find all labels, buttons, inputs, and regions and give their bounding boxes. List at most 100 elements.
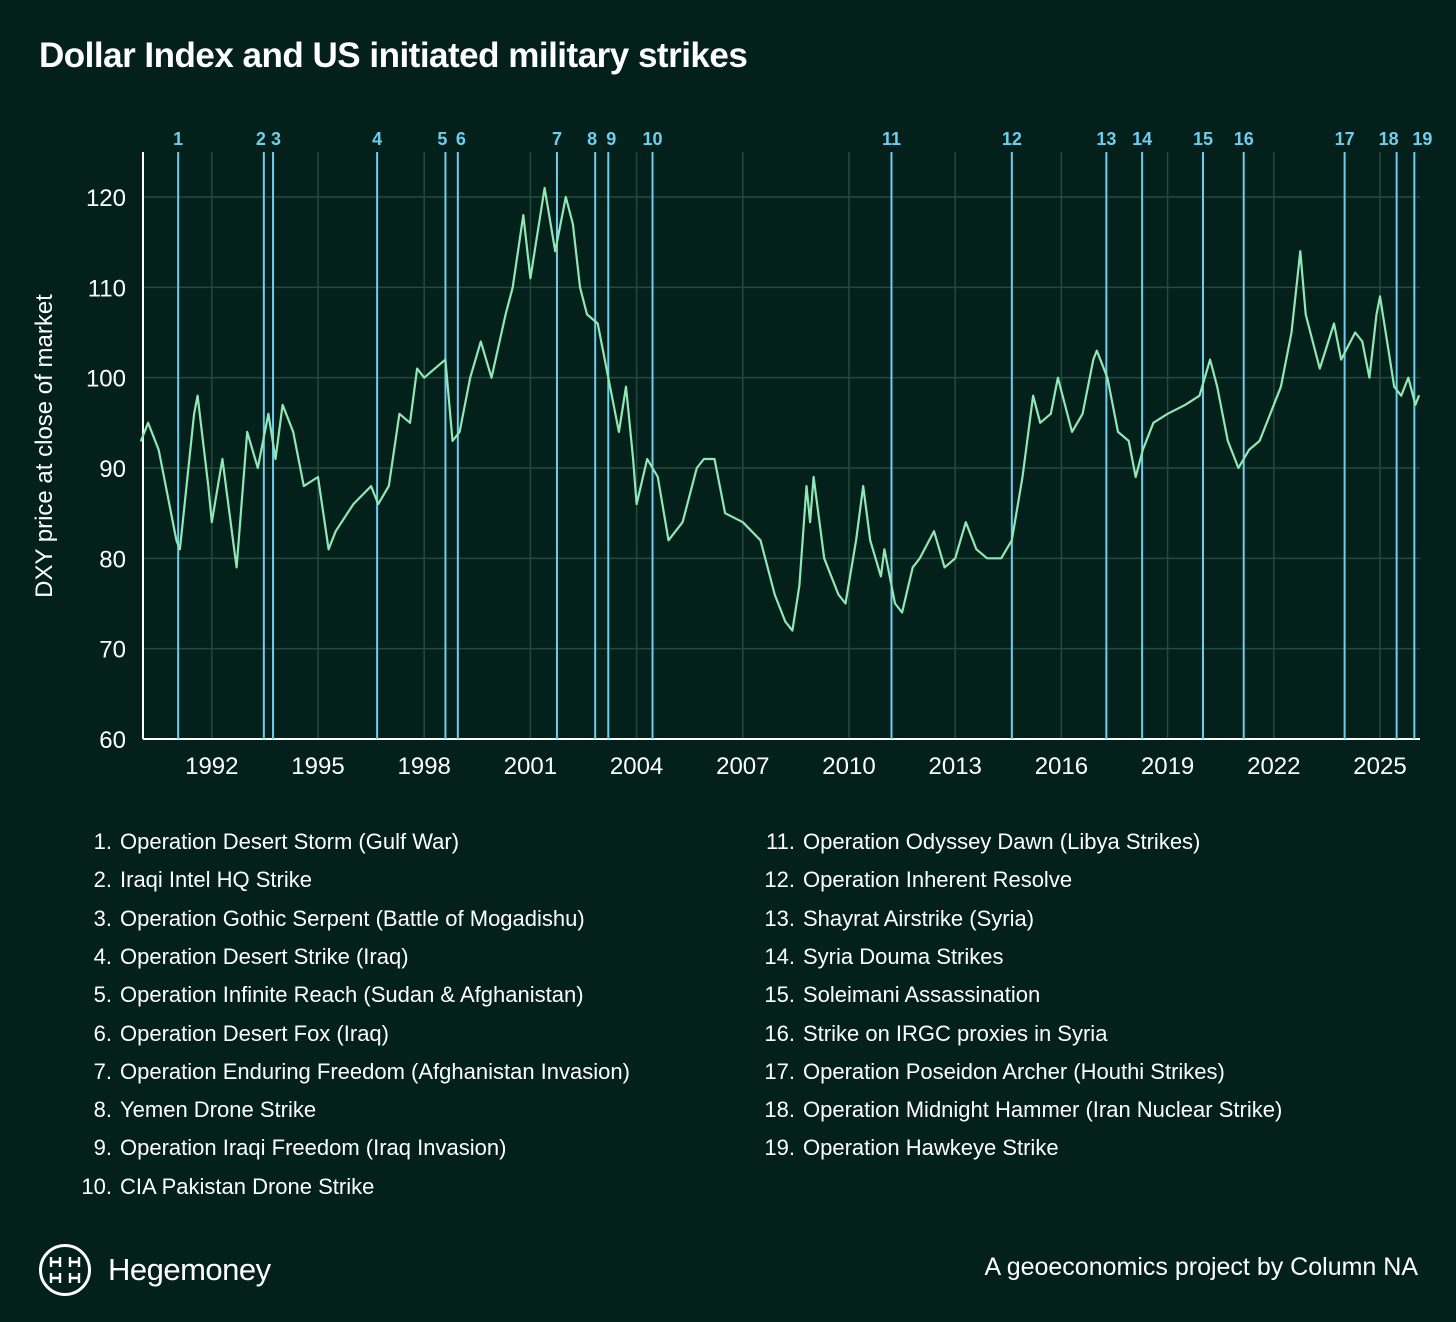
x-tick-label: 2019 (1141, 753, 1194, 780)
dxy-data-point (894, 602, 896, 605)
dxy-data-point (1393, 385, 1395, 388)
x-tick-label: 1998 (398, 753, 451, 780)
dxy-data-point (511, 286, 514, 289)
dxy-data-point (1361, 340, 1364, 343)
dxy-data-point (257, 467, 259, 469)
legend-number: 10. (81, 1173, 112, 1199)
dxy-data-point (211, 521, 213, 523)
legend-number: 3. (93, 905, 112, 931)
dxy-data-point (207, 485, 210, 487)
dxy-data-point (458, 431, 461, 433)
dxy-data-point (844, 602, 847, 605)
dxy-data-point (713, 458, 716, 460)
dxy-data-point (586, 313, 588, 316)
legend-label: Operation Midnight Hammer (Iran Nuclear … (803, 1097, 1283, 1123)
chart-title: Dollar Index and US initiated military s… (39, 36, 748, 75)
dxy-data-point (504, 313, 507, 316)
legend-label: Operation Gothic Serpent (Battle of Moga… (120, 905, 585, 931)
dxy-data-point (703, 458, 705, 460)
y-tick-label: 70 (99, 637, 126, 664)
legend-number: 9. (93, 1135, 112, 1161)
dxy-data-point (1299, 250, 1302, 252)
dxy-data-point (855, 539, 857, 542)
x-tick-label: 2010 (822, 753, 875, 780)
dxy-data-point (954, 557, 956, 560)
dxy-data-point (246, 431, 248, 433)
strike-number-label: 14 (1132, 129, 1152, 149)
strike-number-label: 12 (1002, 129, 1022, 149)
dxy-data-point (232, 539, 234, 542)
dxy-data-point (869, 539, 872, 542)
dxy-data-point (1134, 476, 1137, 478)
legend-number: 4. (93, 943, 112, 969)
dxy-data-point (1216, 385, 1218, 388)
dxy-data-point (1057, 376, 1059, 379)
legend-item: 17. Operation Poseidon Archer (Houthi Str… (713, 1058, 1225, 1085)
x-tick-label: 2025 (1353, 753, 1406, 780)
legend-number: 6. (93, 1020, 112, 1046)
dxy-data-point (1184, 403, 1187, 406)
legend-label: Operation Odyssey Dawn (Libya Strikes) (803, 829, 1201, 854)
legend-number: 19. (764, 1135, 795, 1161)
dxy-data-point (352, 503, 355, 505)
dxy-data-point (377, 503, 379, 505)
dxy-data-point (1386, 340, 1388, 343)
dxy-data-point (529, 277, 532, 280)
strike-number-label: 11 (882, 129, 901, 149)
dxy-data-point (1106, 376, 1109, 379)
legend-item: 16. Strike on IRGC proxies in Syria (713, 1021, 1107, 1047)
dxy-data-point (1011, 539, 1013, 542)
dxy-data-point (193, 413, 195, 415)
dxy-data-point (681, 521, 684, 523)
x-tick-label: 1992 (185, 753, 238, 780)
legend-label: Soleimani Assassination (803, 982, 1041, 1008)
dxy-data-point (791, 629, 794, 632)
legend-number: 15. (764, 982, 795, 1008)
dxy-data-point (1418, 394, 1420, 397)
legend-label: Operation Hawkeye Strike (803, 1135, 1059, 1161)
legend-number: 11. (766, 829, 795, 854)
dxy-data-point (632, 458, 634, 460)
dxy-data-point (883, 548, 886, 551)
dxy-data-point (140, 440, 142, 442)
dxy-data-point (1096, 349, 1098, 352)
legend-number: 5. (93, 982, 112, 1008)
hegemoney-logo-icon (39, 1244, 91, 1296)
brand-name: Hegemoney (108, 1252, 271, 1287)
legend-label: Yemen Drone Strike (120, 1097, 317, 1123)
strike-number-label: 1 (173, 129, 183, 149)
dxy-data-point (1226, 440, 1229, 442)
y-tick-label: 110 (88, 275, 126, 302)
dxy-data-point (303, 485, 305, 487)
brand: Hegemoney (38, 1243, 271, 1297)
x-tick-label: 2001 (504, 753, 557, 780)
dxy-series-line (139, 186, 1420, 632)
dxy-data-point (965, 521, 967, 523)
dxy-data-point (667, 539, 670, 542)
x-tick-label: 2013 (929, 753, 982, 780)
dxy-data-point (724, 512, 726, 514)
dxy-data-point (773, 593, 776, 596)
dxy-data-point (901, 611, 903, 614)
x-tick-label: 2016 (1035, 753, 1088, 780)
legend-label: Operation Poseidon Archer (Houthi Strike… (803, 1058, 1225, 1084)
dxy-data-point (805, 485, 808, 487)
x-tick-label: 2022 (1247, 753, 1300, 780)
dxy-data-point (1248, 449, 1250, 451)
legend-number: 16. (764, 1020, 795, 1046)
legend-item: 4. Operation Desert Strike (Iraq) (30, 944, 409, 970)
dxy-data-point (1319, 367, 1321, 370)
dxy-data-point (1142, 449, 1144, 451)
dxy-data-point (221, 458, 224, 460)
dxy-data-point (1407, 376, 1410, 379)
dxy-data-point (911, 566, 914, 569)
legend-number: 17. (764, 1058, 795, 1084)
legend-item: 7. Operation Enduring Freedom (Afghanista… (30, 1059, 630, 1085)
dxy-data-point (798, 584, 801, 587)
strike-number-label: 13 (1096, 129, 1116, 149)
dxy-data-point (1032, 394, 1034, 397)
dxy-data-point (1354, 331, 1357, 334)
y-tick-label: 100 (86, 366, 126, 393)
legend-number: 18. (764, 1097, 795, 1123)
dxy-data-point (1258, 440, 1261, 442)
